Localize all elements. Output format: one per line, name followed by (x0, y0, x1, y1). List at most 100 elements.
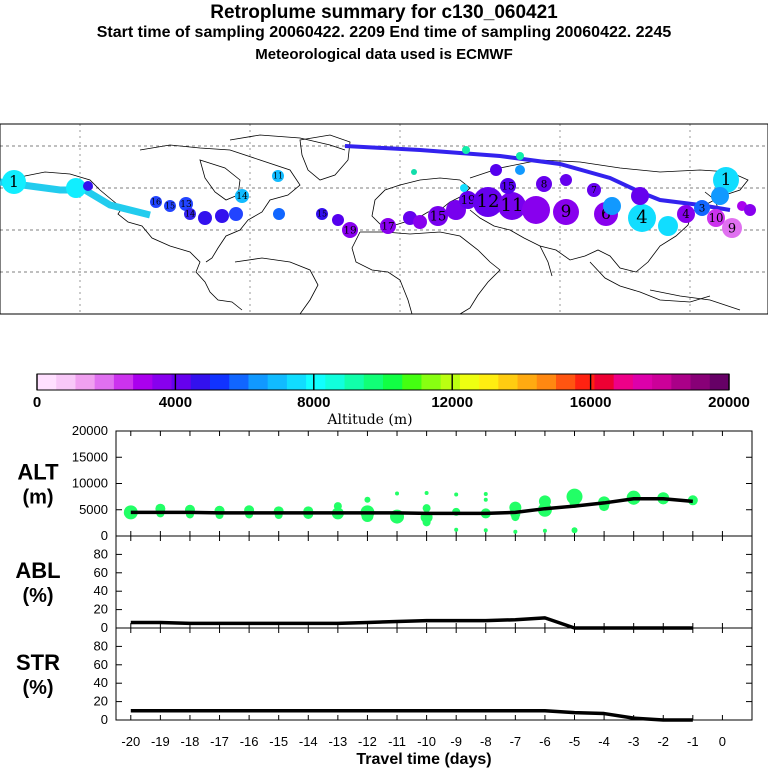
x-tick-label: -16 (240, 734, 259, 749)
y-tick-label: 10000 (72, 476, 108, 491)
colorbar-swatch (75, 374, 96, 390)
x-tick-label: -1 (687, 734, 699, 749)
colorbar-swatch (652, 374, 672, 390)
plume-marker-47 (490, 164, 502, 176)
plume-marker-33 (631, 187, 649, 205)
plume-marker-0 (2, 170, 26, 194)
colorbar-swatch (479, 374, 499, 390)
colorbar-label: Altitude (m) (326, 412, 412, 428)
x-tick-label: 0 (719, 734, 726, 749)
colorbar-swatch (267, 374, 288, 390)
scatter-point (483, 492, 488, 496)
colorbar-swatch (402, 374, 423, 390)
plume-marker-label: 6 (601, 205, 611, 223)
coast-india (539, 245, 553, 277)
plume-marker-label: 4 (636, 207, 647, 228)
plume-marker-28 (560, 174, 572, 186)
x-tick-label: -17 (210, 734, 229, 749)
x-tick-label: -20 (121, 734, 140, 749)
scatter-point (483, 528, 488, 533)
plume-marker-label: 1 (721, 169, 732, 189)
y-tick-label: 60 (94, 565, 108, 580)
colorbar-swatch (671, 374, 692, 390)
colorbar-swatch (632, 374, 653, 390)
colorbar-swatch (556, 374, 576, 390)
scatter-point (395, 491, 400, 496)
coast-africa-west (351, 231, 413, 315)
x-axis-label: Travel time (days) (356, 751, 491, 768)
series-line-abl (130, 616, 693, 630)
plume-marker-label: 12 (477, 191, 500, 212)
x-tick-label: -9 (450, 734, 462, 749)
colorbar-swatch (229, 374, 250, 390)
plume-marker-7 (198, 211, 212, 225)
scatter-point (542, 528, 547, 533)
panel-alt: 0 5000 10000 15000 20000 ALT(m) (17, 423, 753, 543)
coast-africa-east (360, 231, 501, 315)
plume-marker-11 (273, 208, 285, 220)
x-tick-label: -18 (181, 734, 200, 749)
plume-marker-label: 16 (151, 198, 161, 207)
plume-marker-label: 19 (343, 225, 356, 237)
plume-marker-22 (473, 187, 503, 217)
scatter-point (454, 492, 459, 497)
y-axis-unit: (%) (22, 585, 53, 607)
colorbar-swatch (575, 374, 596, 390)
plume-marker-label: 7 (591, 186, 597, 196)
scatter-point (513, 529, 518, 534)
y-tick-label: 20 (94, 694, 108, 709)
colorbar: 0 4000 8000 12000 16000 20000 (33, 373, 750, 411)
plume-marker-6 (184, 208, 196, 220)
plume-marker-16 (380, 218, 396, 234)
plume-marker-label: 15 (501, 181, 514, 193)
x-tick-label: -3 (628, 734, 640, 749)
map-graticule (0, 124, 768, 314)
x-tick-label: -11 (388, 734, 406, 749)
colorbar-swatch (594, 374, 615, 390)
plume-marker-39 (713, 167, 739, 193)
colorbar-swatch (517, 374, 538, 390)
colorbar-swatch (56, 374, 77, 390)
x-tick-label: -19 (151, 734, 170, 749)
x-tick-label: -4 (598, 734, 610, 749)
plume-marker-40 (711, 187, 729, 205)
colorbar-swatch (363, 374, 384, 390)
coast-asia (469, 159, 749, 273)
colorbar-swatch (613, 374, 634, 390)
colorbar-swatch (306, 374, 326, 390)
colorbar-swatch (459, 374, 480, 390)
plume-marker-32 (628, 204, 656, 232)
y-tick-label: 40 (94, 675, 108, 690)
plume-marker-8 (215, 209, 229, 223)
plume-marker-44 (516, 152, 524, 160)
colorbar-tick-label: 16000 (570, 394, 612, 411)
x-tick-label: -12 (358, 734, 377, 749)
plume-marker-14 (332, 214, 344, 226)
plume-marker-15 (342, 222, 358, 238)
colorbar-swatch (344, 374, 365, 390)
colorbar-swatch (421, 374, 442, 390)
coast-greenland (299, 134, 351, 181)
plume-marker-label: 15 (165, 202, 175, 211)
colorbar-swatch (113, 374, 134, 390)
colorbar-swatch (709, 374, 730, 390)
plume-marker-36 (694, 200, 710, 216)
y-tick-label: 20000 (72, 423, 108, 438)
scatter-point (422, 518, 431, 527)
x-tick-label: -15 (269, 734, 288, 749)
coast-arctic-canada (229, 134, 346, 151)
plume-marker-label: 11 (501, 195, 524, 216)
plume-marker-2 (83, 181, 93, 191)
colorbar-tick-label: 8000 (297, 394, 330, 411)
x-tick-label: -7 (510, 734, 522, 749)
plume-marker-24 (522, 196, 550, 224)
plume-marker-label: 14 (236, 192, 248, 202)
series-line-alt (130, 496, 693, 516)
colorbar-swatch (37, 374, 57, 390)
plume-marker-18 (413, 215, 427, 229)
plume-marker-label: 10 (709, 211, 724, 225)
colorbar-swatch (383, 374, 403, 390)
